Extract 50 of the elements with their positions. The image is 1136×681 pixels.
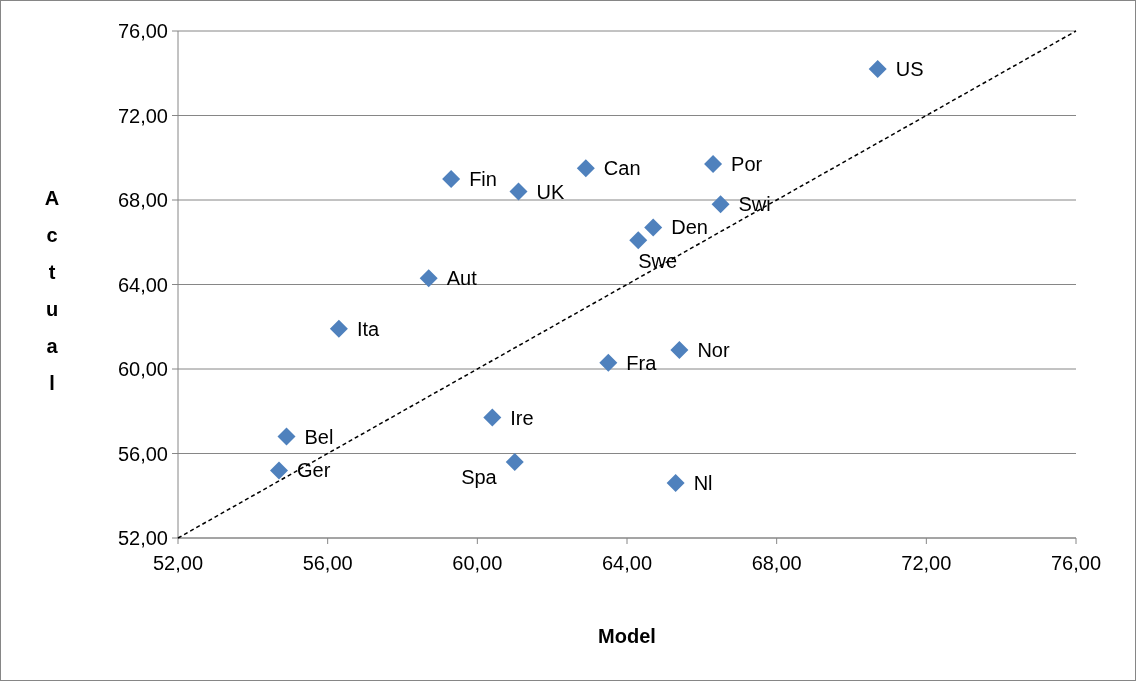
x-tick-label: 52,00 <box>152 552 204 574</box>
point <box>629 231 648 250</box>
data-label: Bel <box>304 425 334 448</box>
y-tick-label: 72,00 <box>117 104 168 127</box>
data-label: Nl <box>693 472 713 495</box>
point <box>599 353 618 372</box>
y-tick-label: 52,00 <box>117 527 168 549</box>
data-label: Fin <box>469 167 497 190</box>
y-tick-label: 68,00 <box>117 189 168 211</box>
y-axis-title: Actual <box>44 187 60 394</box>
data-label: Por <box>731 153 763 176</box>
point <box>711 195 730 214</box>
point <box>270 461 289 480</box>
data-label: Ger <box>297 459 331 482</box>
y-tick-label: 56,00 <box>117 442 168 465</box>
point <box>576 159 595 178</box>
data-label: UK <box>536 180 565 203</box>
data-label: Den <box>671 216 708 239</box>
point <box>868 60 887 79</box>
data-label: Aut <box>446 267 478 290</box>
y-tick-label: 76,00 <box>117 20 168 42</box>
point <box>419 269 438 288</box>
point <box>509 182 528 201</box>
x-tick-label: 56,00 <box>302 552 353 574</box>
data-label: Can <box>603 157 641 180</box>
x-tick-label: 76,00 <box>1050 552 1102 574</box>
data-label: Fra <box>626 351 658 374</box>
point <box>329 319 348 338</box>
data-label: Swe <box>638 250 678 273</box>
data-label: Ita <box>356 317 380 340</box>
x-tick-label: 60,00 <box>452 552 503 574</box>
y-tick-label: 64,00 <box>117 273 168 296</box>
data-label: Nor <box>697 338 730 361</box>
point <box>666 474 685 493</box>
data-label: Ire <box>510 406 534 429</box>
point <box>505 452 524 471</box>
x-tick-label: 68,00 <box>751 552 802 574</box>
point <box>483 408 502 427</box>
point <box>670 340 689 359</box>
point <box>277 427 296 446</box>
data-label: Swi <box>738 193 771 216</box>
point <box>704 155 723 174</box>
point <box>644 218 663 237</box>
x-axis-title: Model <box>598 625 656 647</box>
data-label: US <box>895 58 924 81</box>
x-tick-label: 64,00 <box>601 552 653 574</box>
y-tick-label: 60,00 <box>117 358 168 380</box>
point <box>442 169 461 188</box>
data-label: Spa <box>461 465 498 488</box>
x-tick-label: 72,00 <box>901 552 952 574</box>
